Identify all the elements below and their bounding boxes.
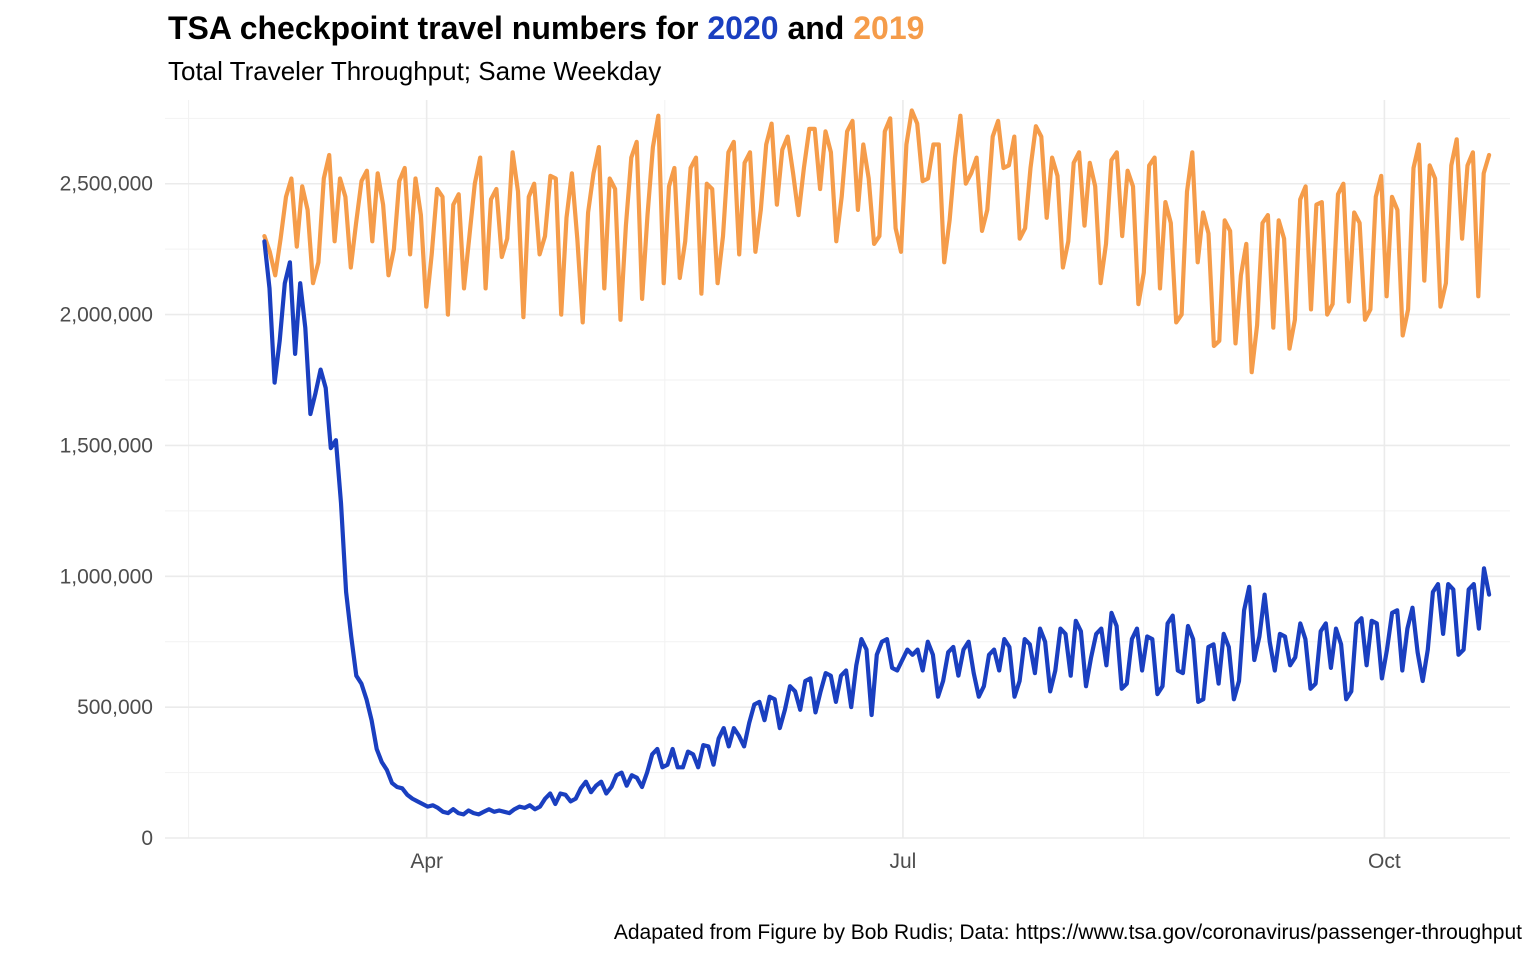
y-tick-label: 1,000,000 [60, 565, 153, 588]
chart-subtitle: Total Traveler Throughput; Same Weekday [168, 56, 662, 86]
y-tick-label: 0 [141, 827, 153, 850]
x-axis-tick-labels: Apr Jul Oct [410, 850, 1401, 873]
y-tick-label: 2,000,000 [60, 304, 153, 327]
series-line-2020 [262, 239, 1492, 817]
y-tick-label: 2,500,000 [60, 173, 153, 196]
x-tick-label: Apr [410, 850, 443, 873]
chart-title: TSA checkpoint travel numbers for 2020 a… [168, 10, 924, 47]
x-tick-label: Oct [1368, 850, 1401, 873]
y-axis-tick-labels: 0 500,000 1,000,000 1,500,000 2,000,000 2,500… [60, 173, 153, 850]
title-year-2020: 2020 [707, 10, 779, 46]
y-tick-label: 500,000 [77, 696, 153, 719]
title-year-2019: 2019 [853, 10, 925, 46]
title-prefix: TSA checkpoint travel numbers for [168, 10, 708, 46]
title-middle: and [778, 10, 854, 46]
series-line-2019 [262, 108, 1492, 375]
chart-caption: Adapated from Figure by Bob Rudis; Data:… [613, 921, 1522, 944]
series-lines [262, 108, 1492, 817]
minor-gridlines [165, 100, 1510, 838]
y-tick-label: 1,500,000 [60, 434, 153, 457]
x-tick-label: Jul [889, 850, 916, 873]
